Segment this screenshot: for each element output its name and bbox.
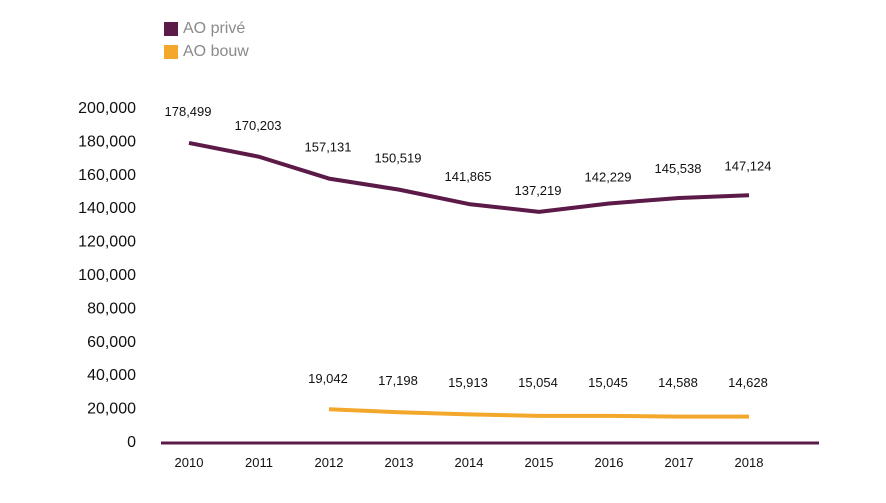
- y-tick-label: 0: [127, 434, 136, 451]
- x-tick-label: 2016: [595, 455, 624, 470]
- data-label: 17,198: [378, 373, 418, 388]
- legend-swatch-ao-bouw: [164, 44, 178, 59]
- y-tick-label: 20,000: [87, 401, 136, 418]
- x-tick-label: 2014: [455, 455, 484, 470]
- x-tick-label: 2015: [525, 455, 554, 470]
- legend-item-ao-prive: AO privé: [164, 17, 249, 40]
- series-lines: [188, 140, 750, 419]
- data-label: 142,229: [585, 169, 632, 184]
- data-label: 15,045: [588, 375, 628, 390]
- y-tick-label: 80,000: [87, 300, 136, 317]
- y-tick-label: 160,000: [78, 167, 136, 184]
- y-tick-label: 180,000: [78, 133, 136, 150]
- data-label: 141,865: [445, 169, 492, 184]
- x-tick-label: 2012: [315, 455, 344, 470]
- legend-swatch-ao-prive: [164, 21, 178, 36]
- x-tick-label: 2013: [385, 455, 414, 470]
- data-labels: 178,499 170,203 157,131 150,519 141,865 137,2…: [165, 104, 772, 390]
- data-label: 15,913: [448, 375, 488, 390]
- data-label: 170,203: [235, 118, 282, 133]
- x-tick-label: 2010: [175, 455, 204, 470]
- data-label: 157,131: [305, 140, 352, 155]
- y-tick-label: 140,000: [78, 200, 136, 217]
- x-tick-label: 2018: [735, 455, 764, 470]
- data-label: 15,054: [518, 375, 558, 390]
- y-tick-label: 40,000: [87, 367, 136, 384]
- data-label: 145,538: [655, 161, 702, 176]
- legend-label-ao-prive: AO privé: [183, 19, 246, 37]
- x-tick-label: 2011: [245, 455, 273, 470]
- y-axis-tick-labels: 0 20,000 40,000 60,000 80,000 100,000 120,000 1…: [78, 100, 136, 451]
- series-line-ao-bouw: [328, 407, 750, 419]
- data-label: 14,588: [658, 375, 698, 390]
- data-label: 150,519: [375, 151, 422, 166]
- data-label: 178,499: [165, 104, 212, 119]
- legend: AO privé AO bouw: [164, 17, 249, 63]
- data-label: 19,042: [308, 371, 348, 386]
- y-tick-label: 60,000: [87, 334, 136, 351]
- y-tick-label: 120,000: [78, 234, 136, 251]
- y-tick-label: 100,000: [78, 267, 136, 284]
- legend-item-ao-bouw: AO bouw: [164, 40, 249, 63]
- data-label: 14,628: [728, 375, 768, 390]
- x-axis-tick-labels: 2010 2011 2012 2013 2014 2015 2016 2017 2018: [175, 455, 764, 470]
- series-line-ao-priv-: [188, 140, 750, 214]
- data-label: 137,219: [515, 183, 562, 198]
- data-label: 147,124: [725, 158, 772, 173]
- legend-label-ao-bouw: AO bouw: [183, 42, 249, 60]
- x-tick-label: 2017: [665, 455, 694, 470]
- y-tick-label: 200,000: [78, 100, 136, 117]
